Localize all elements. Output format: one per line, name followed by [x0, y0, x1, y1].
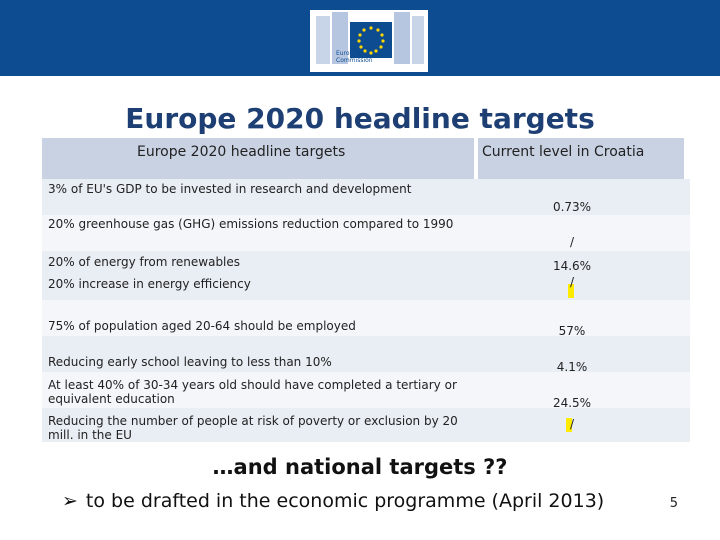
row-value: 57%	[558, 324, 586, 338]
table-row: 20% of energy from renewables	[48, 255, 241, 269]
highlight-mark	[566, 418, 572, 432]
logo-caption: European Commission	[336, 50, 373, 64]
column-header-croatia: Current level in Croatia	[478, 138, 684, 179]
highlight-mark	[568, 284, 574, 298]
row-value: /	[569, 417, 575, 431]
table-row: 75% of population aged 20-64 should be e…	[48, 319, 356, 333]
row-value: /	[569, 235, 575, 249]
row-value: 4.1%	[556, 360, 588, 374]
page-title: Europe 2020 headline targets	[125, 102, 595, 135]
bullet-item: ➢ to be drafted in the economic programme…	[62, 490, 605, 512]
table-row: 3% of EU's GDP to be invested in researc…	[48, 182, 412, 196]
table-row: Reducing early school leaving to less th…	[48, 355, 332, 369]
table-row: Reducing the number of people at risk of…	[48, 414, 458, 442]
row-value: 0.73%	[552, 200, 592, 214]
european-commission-logo	[310, 10, 428, 72]
subtitle: …and national targets ??	[212, 455, 508, 479]
table-row: 20% greenhouse gas (GHG) emissions reduc…	[48, 217, 454, 231]
page-number: 5	[669, 496, 678, 511]
table-row: At least 40% of 30-34 years old should h…	[48, 378, 457, 406]
column-header-targets: Europe 2020 headline targets	[42, 138, 474, 179]
table-row: 20% increase in energy efficiency	[48, 277, 251, 291]
row-value: 14.6%	[552, 259, 592, 273]
row-value: 24.5%	[552, 396, 592, 410]
arrow-bullet-icon: ➢	[62, 490, 78, 512]
row-value: /	[569, 275, 575, 289]
